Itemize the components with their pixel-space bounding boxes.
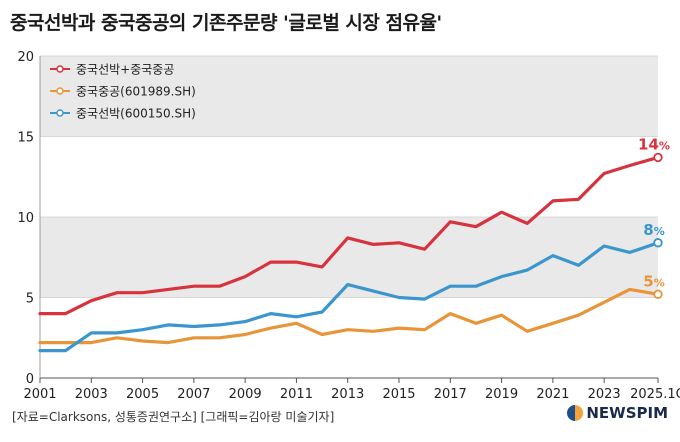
x-tick-label: 2021	[536, 387, 569, 402]
x-tick-label: 2009	[229, 387, 262, 402]
x-tick-label: 2001	[23, 387, 56, 402]
grid-band	[40, 56, 658, 137]
x-tick-label: 2007	[177, 387, 210, 402]
series-end-point	[653, 152, 663, 163]
legend-marker	[56, 65, 64, 73]
legend-marker	[56, 109, 64, 117]
series-line-2	[38, 241, 660, 353]
y-tick-label: 20	[17, 50, 34, 65]
y-tick-label: 5	[26, 292, 34, 307]
x-tick-label: 2025.1Q	[630, 387, 680, 402]
series-end-point	[653, 238, 663, 248]
newspim-logo-icon	[567, 405, 584, 421]
source-credit: [자료=Clarksons, 성통증권연구소] [그래픽=김아랑 미술기자]	[12, 410, 335, 424]
x-tick-label: 2005	[126, 387, 159, 402]
x-tick-label: 2015	[382, 387, 415, 402]
legend-label: 중국선박+중국중공	[76, 63, 174, 77]
legend-marker	[56, 87, 64, 95]
y-tick-label: 0	[26, 372, 34, 387]
series-end-label: 5%	[643, 272, 664, 290]
series-line-0	[38, 155, 660, 316]
x-tick-label: 2011	[280, 387, 313, 402]
series-end-label: 14%	[638, 135, 670, 153]
series-line-1	[38, 287, 660, 345]
legend-label: 중국중공(601989.SH)	[76, 85, 196, 99]
x-tick-label: 2013	[331, 387, 364, 402]
series-end-point	[653, 289, 663, 299]
chart-title: 중국선박과 중국중공의 기존주문량 '글로벌 시장 점유율'	[10, 12, 442, 34]
series-end-label: 8%	[643, 221, 664, 239]
x-tick-label: 2017	[434, 387, 467, 402]
y-tick-label: 15	[17, 131, 34, 146]
legend-label: 중국선박(600150.SH)	[76, 107, 196, 121]
y-tick-label: 10	[17, 211, 34, 226]
x-tick-label: 2023	[588, 387, 621, 402]
x-tick-label: 2003	[75, 387, 108, 402]
brand-logo: NEWSPIM	[567, 404, 668, 422]
x-tick-label: 2019	[485, 387, 518, 402]
brand-name: NEWSPIM	[586, 404, 668, 422]
